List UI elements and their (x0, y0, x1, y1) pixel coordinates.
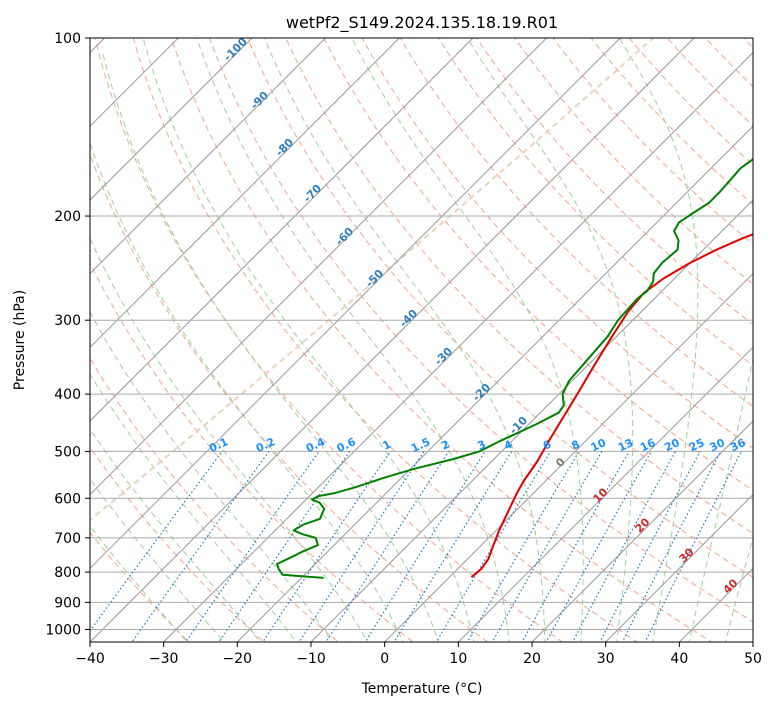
x-tick-label: 10 (449, 651, 467, 667)
mixing-ratio-line (545, 451, 652, 642)
moist-adiabat-line (264, 38, 546, 642)
dry-adiabat-line (514, 38, 753, 285)
dry-adiabat-line (170, 38, 713, 642)
isotherm-line (457, 346, 753, 642)
moist-adiabat-line (90, 141, 404, 642)
mixing-ratio-label: 13 (616, 436, 635, 454)
mixing-ratio-label: 20 (662, 436, 682, 454)
y-tick-label: 500 (54, 444, 81, 460)
dry-adiabat-line (90, 531, 190, 642)
isotherm-line (383, 272, 753, 642)
dry-adiabat-line (208, 38, 753, 623)
x-tick-label: 0 (380, 651, 389, 667)
mixing-ratio-line (435, 451, 552, 642)
mixing-ratio-line (262, 451, 391, 642)
mixing-ratio-line (185, 451, 320, 642)
x-tick-label: −20 (223, 651, 253, 667)
isotherm-line (90, 38, 401, 349)
mixing-ratio-line (325, 451, 450, 642)
dry-adiabat-line (247, 38, 753, 578)
plot-area (90, 38, 753, 642)
dry-adiabat-line (590, 38, 753, 206)
y-axis-title: Pressure (hPa) (12, 290, 28, 390)
chart-title: wetPf2_S149.2024.135.18.19.R01 (286, 13, 558, 33)
y-tick-label: 200 (54, 209, 81, 225)
dry-adiabat-line (285, 38, 753, 535)
moist-adiabat-line (90, 525, 188, 642)
dry-adiabat-line (90, 38, 655, 522)
moist-adiabat-line (90, 311, 333, 642)
isotherm-line (90, 38, 327, 275)
x-axis: −40 −30 −20 −10 0 10 20 30 40 50 (75, 642, 762, 667)
temperature-profile-line (470, 233, 753, 578)
dry-adiabat-line (399, 38, 753, 408)
isotherm-line (90, 38, 253, 201)
moist-adiabat-line (90, 237, 369, 642)
moist-adiabat-line (90, 427, 261, 642)
moist-adiabat-line (466, 38, 634, 642)
mixing-ratio-label: 25 (687, 436, 706, 454)
mixing-ratio-line (621, 451, 722, 642)
y-tick-label: 800 (54, 565, 81, 581)
isotherm-line (310, 199, 753, 642)
y-tick-label: 400 (54, 387, 81, 403)
mixing-ratio-line (218, 451, 351, 642)
isotherm-line (236, 125, 753, 642)
mixing-ratio-line (90, 451, 223, 632)
mixing-ratio-line (644, 451, 743, 642)
mixing-ratio-label: 36 (728, 436, 748, 454)
background-lines (90, 38, 753, 642)
moist-adiabat-line (725, 535, 753, 642)
dry-adiabat-line (323, 38, 753, 492)
dewpoint-profile-line (276, 158, 753, 579)
y-tick-label: 100 (54, 31, 81, 47)
dry-adiabat-line (90, 261, 414, 642)
mixing-ratio-label: 10 (589, 436, 609, 454)
moist-adiabat-line (90, 478, 225, 642)
isotherm-line (90, 38, 695, 642)
y-tick-label: 300 (54, 313, 81, 329)
x-tick-label: 20 (523, 651, 541, 667)
y-tick-label: 700 (54, 531, 81, 547)
x-tick-label: 40 (670, 651, 688, 667)
mixing-ratio-line (466, 451, 580, 642)
isotherm-line (531, 420, 753, 642)
dry-adiabat-line (90, 357, 340, 642)
dry-adiabat-line (94, 38, 564, 642)
y-axis: 100 200 300 400 500 600 700 800 900 1000 (45, 31, 90, 638)
mixing-ratio-line (491, 451, 603, 642)
isotherm-line (90, 38, 548, 496)
dry-adiabat-line (552, 38, 753, 245)
x-tick-label: −10 (296, 651, 326, 667)
y-tick-label: 600 (54, 491, 81, 507)
isotherm-line (604, 493, 753, 642)
mixing-ratio-label: 30 (708, 436, 728, 454)
y-tick-label: 1000 (45, 622, 81, 638)
isotherm-line (90, 38, 474, 422)
y-tick-label: 900 (54, 595, 81, 611)
x-tick-label: −30 (149, 651, 179, 667)
moist-adiabat-line (101, 50, 440, 642)
plot-frame (89, 37, 754, 643)
x-axis-title: Temperature (°C) (361, 681, 483, 697)
x-tick-label: −40 (75, 651, 105, 667)
moist-adiabat-line (351, 38, 584, 642)
isotherm-line (90, 38, 622, 570)
x-tick-label: 50 (744, 651, 762, 667)
mixing-ratio-line (298, 451, 425, 642)
x-tick-label: 30 (597, 651, 615, 667)
dry-adiabat-line (132, 38, 638, 642)
isotherm-line (162, 51, 753, 642)
profiles (276, 158, 753, 579)
moist-adiabat-line (142, 38, 475, 642)
dry-adiabat-line (361, 38, 753, 449)
mixing-ratio-line (521, 451, 630, 642)
moist-adiabat-line (618, 38, 699, 642)
mixing-ratio-label: 16 (638, 436, 658, 454)
mixing-ratio-line (131, 451, 270, 642)
